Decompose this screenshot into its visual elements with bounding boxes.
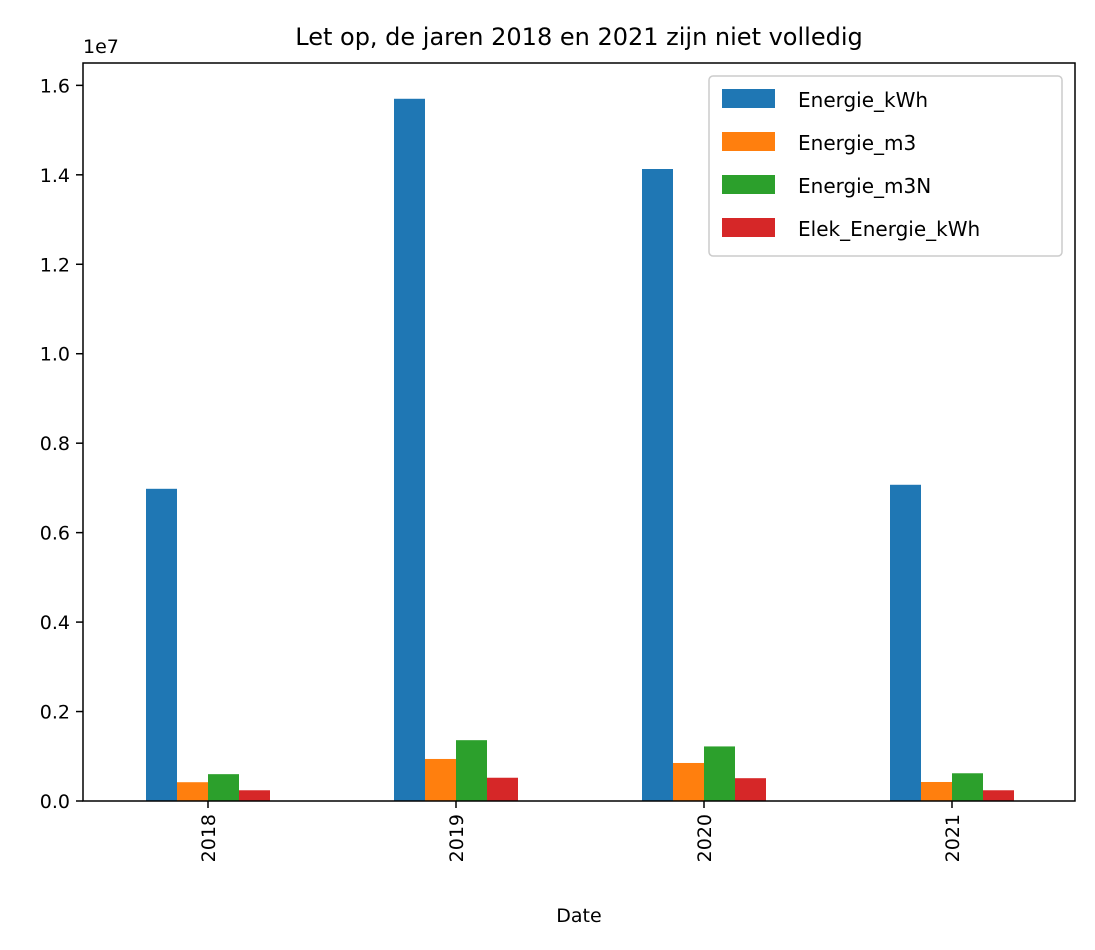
legend-swatch-energie_m3n <box>722 175 775 194</box>
bar-elek_energie_kwh-2020 <box>735 778 766 801</box>
bar-energie_m3n-2021 <box>952 773 983 801</box>
plot-frame <box>82 62 1076 802</box>
bars-group <box>146 98 1014 801</box>
legend: Energie_kWh Energie_m3 Energie_m3N Elek_Ene… <box>708 75 1063 257</box>
bar-energie_m3-2019 <box>425 758 456 801</box>
legend-frame <box>708 75 1063 257</box>
bar-energie_kwh-2021 <box>890 484 921 801</box>
x-tick-label: 2019 <box>446 814 468 862</box>
bar-energie_kwh-2020 <box>642 169 673 801</box>
legend-label: Energie_kWh <box>798 88 928 112</box>
bar-energie_m3n-2019 <box>456 740 487 801</box>
y-tick-label: 0.8 <box>40 433 70 455</box>
bar-energie_m3-2020 <box>673 762 704 801</box>
legend-label: Elek_Energie_kWh <box>798 217 980 241</box>
y-tick-label: 0.4 <box>40 612 70 634</box>
legend-label: Energie_m3 <box>798 131 916 155</box>
x-axis: 2018 2019 2020 2021 <box>198 801 964 862</box>
y-offset-label: 1e7 <box>83 36 119 58</box>
bar-energie_m3n-2018 <box>208 774 239 801</box>
y-tick-label: 1.6 <box>40 75 70 97</box>
x-tick-label: 2020 <box>694 814 716 862</box>
bar-energie_m3-2018 <box>177 782 208 801</box>
y-axis: 0.0 0.2 0.4 0.6 0.8 1.0 1.2 1.4 1.6 <box>40 75 83 813</box>
x-tick-label: 2021 <box>942 814 964 862</box>
bar-energie_kwh-2018 <box>146 488 177 801</box>
y-tick-label: 1.2 <box>40 254 70 276</box>
legend-label: Energie_m3N <box>798 174 931 198</box>
legend-swatch-elek_energie_kwh <box>722 218 775 237</box>
y-tick-label: 1.0 <box>40 344 70 366</box>
y-tick-label: 1.4 <box>40 165 70 187</box>
y-tick-label: 0.6 <box>40 523 70 545</box>
x-tick-label: 2018 <box>198 814 220 862</box>
bar-elek_energie_kwh-2021 <box>983 790 1014 801</box>
legend-swatch-energie_m3 <box>722 132 775 151</box>
y-tick-label: 0.2 <box>40 702 70 724</box>
bar-elek_energie_kwh-2019 <box>487 777 518 801</box>
chart-title: Let op, de jaren 2018 en 2021 zijn niet … <box>295 23 862 51</box>
bar-energie_kwh-2019 <box>394 98 425 801</box>
bar-energie_m3n-2020 <box>704 746 735 801</box>
x-axis-label: Date <box>556 905 601 927</box>
bar-energie_m3-2021 <box>921 781 952 801</box>
legend-swatch-energie_kwh <box>722 89 775 108</box>
y-tick-label: 0.0 <box>40 791 70 813</box>
bar-elek_energie_kwh-2018 <box>239 790 270 801</box>
